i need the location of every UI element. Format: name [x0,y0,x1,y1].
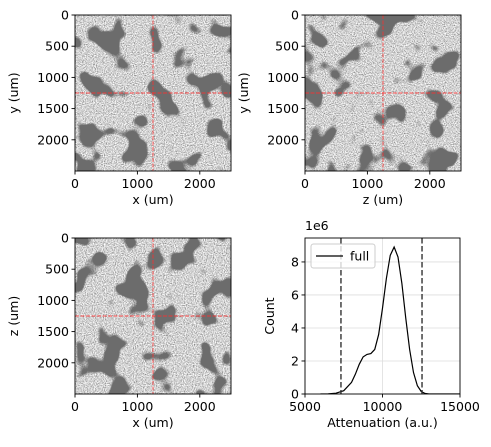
y-tick-label: 1500 [267,101,299,116]
y-tick-label: 2000 [267,132,299,147]
x-tick-label: 2000 [184,176,216,191]
subplot: 0 1000 2000 0 500 1000 1500 2000 x (um) z (um) [6,231,232,430]
y-tick-label: 2 [291,353,299,368]
y-tick-label: 1000 [37,70,69,85]
y-tick-label: 6 [291,287,299,302]
y-axis-label: Count [262,297,277,334]
y-tick-label: 500 [275,39,299,54]
y-tick-label: 500 [45,39,69,54]
legend: full [310,243,376,269]
line [320,245,460,394]
legend-label: full [350,249,369,264]
subplot: 0 1000 2000 0 500 1000 1500 2000 z (um) y (um) [236,8,462,207]
y-axis-label: y (um) [6,72,21,113]
y-tick-label: 0 [291,8,299,23]
x-tick-label: 15000 [440,399,480,414]
y-tick-label: 2000 [37,132,69,147]
x-tick-label: 1000 [121,176,153,191]
x-axis-label: z (um) [363,192,403,207]
y-tick-label: 1500 [37,324,69,339]
x-tick-label: 10000 [363,399,403,414]
x-axis-label: x (um) [132,415,173,430]
y-tick-label: 2000 [37,355,69,370]
axes-frame [74,14,232,172]
y-tick-label: 1000 [37,293,69,308]
y-tick-label: 500 [45,262,69,277]
axes-frame [304,14,462,172]
y-tick-label: 0 [291,387,299,402]
y-tick-label: 0 [61,8,69,23]
y-tick-label: 4 [291,320,299,335]
x-tick-label: 1000 [121,399,153,414]
x-axis-label: x (um) [132,192,173,207]
y-tick-label: 0 [61,231,69,246]
x-axis-label: Attenuation (a.u.) [327,415,438,430]
x-tick-label: 5000 [289,399,321,414]
x-tick-label: 0 [71,176,79,191]
y-tick-label: 1500 [37,101,69,116]
y-axis-label: z (um) [6,296,21,336]
y-offset-label: 1e6 [305,218,329,233]
x-tick-label: 0 [301,176,309,191]
x-tick-label: 0 [71,399,79,414]
x-tick-label: 2000 [414,176,446,191]
axes-frame [74,237,232,395]
x-tick-label: 2000 [184,399,216,414]
subplot: 1e6 full 5000 10000 15000 0 2 4 6 8 Attenuation (a… [262,218,480,430]
y-tick-label: 1000 [267,70,299,85]
subplot: 0 1000 2000 0 500 1000 1500 2000 x (um) y (um) [6,8,232,207]
y-axis-label: y (um) [236,72,251,113]
x-tick-label: 1000 [351,176,383,191]
y-tick-label: 8 [291,254,299,269]
